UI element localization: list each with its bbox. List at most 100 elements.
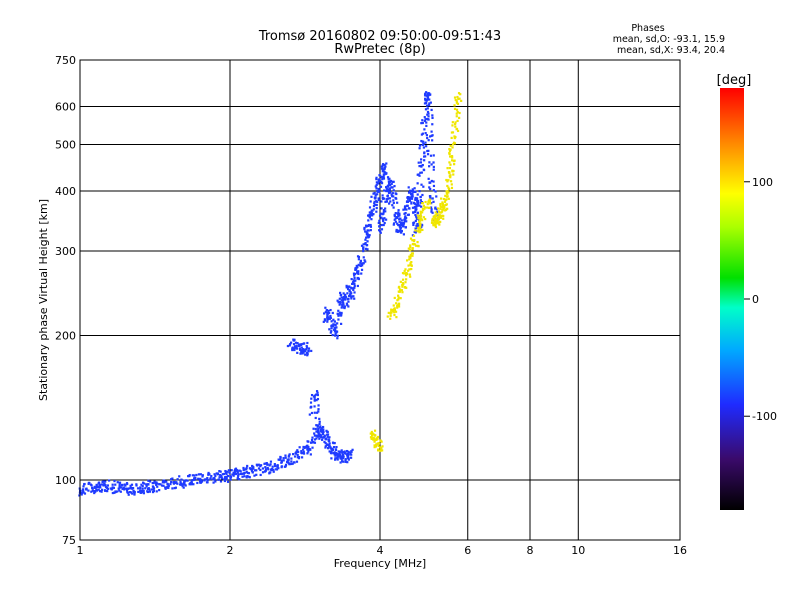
data-point (193, 477, 196, 480)
data-point (435, 208, 439, 211)
data-point (436, 211, 439, 214)
data-point (394, 310, 398, 313)
data-point (455, 100, 458, 103)
data-point (401, 222, 404, 225)
data-point (432, 200, 435, 203)
data-point (445, 203, 448, 206)
data-point (152, 481, 155, 484)
data-point (317, 408, 320, 411)
data-point (377, 187, 380, 191)
data-point (419, 161, 423, 164)
y-tick-label: 75 (62, 534, 76, 547)
data-point (361, 262, 365, 265)
data-point (311, 436, 314, 439)
data-point (456, 110, 459, 114)
data-point (209, 477, 212, 480)
data-point (104, 486, 108, 489)
data-point (317, 428, 320, 431)
data-point (446, 184, 449, 188)
data-point (129, 484, 132, 487)
data-point (398, 288, 402, 291)
data-point (381, 178, 384, 181)
data-point (333, 441, 336, 445)
data-point (287, 454, 291, 457)
data-point (409, 244, 412, 247)
data-point (442, 217, 445, 220)
data-point (333, 326, 336, 329)
data-point (255, 469, 258, 472)
data-point (174, 486, 178, 489)
data-point (318, 417, 321, 421)
data-point (385, 189, 388, 193)
data-point (116, 490, 119, 493)
data-point (285, 460, 289, 464)
data-point (375, 443, 378, 446)
data-point (193, 474, 196, 477)
data-point (392, 195, 395, 198)
data-point (297, 450, 300, 454)
data-point (176, 482, 179, 485)
data-point (378, 225, 381, 228)
data-point (253, 474, 256, 477)
data-point (289, 343, 292, 346)
data-point (390, 311, 393, 314)
data-point (450, 186, 454, 190)
data-point (455, 115, 458, 118)
data-point (290, 460, 293, 463)
data-point (80, 493, 83, 496)
data-point (109, 487, 112, 490)
data-point (190, 483, 193, 486)
data-point (280, 461, 283, 464)
data-point (454, 123, 457, 126)
data-point (438, 223, 441, 226)
colorbar-tick-label: 0 (752, 293, 759, 306)
data-point (323, 435, 326, 438)
data-point (403, 218, 406, 221)
data-point (375, 206, 378, 210)
data-point (111, 487, 114, 490)
data-point (360, 272, 363, 275)
data-point (235, 469, 238, 472)
data-point (412, 221, 415, 225)
data-point (78, 494, 81, 497)
data-point (408, 268, 411, 271)
data-point (380, 228, 384, 231)
data-point (379, 174, 382, 177)
data-point (420, 183, 423, 186)
data-point (326, 313, 329, 316)
data-point (344, 296, 348, 299)
data-point (385, 200, 389, 203)
legend-line-x: mean, sd,X: 93.4, 20.4 (617, 45, 725, 56)
data-point (310, 441, 313, 444)
data-point (408, 191, 411, 194)
data-point (145, 483, 148, 486)
data-point (432, 168, 435, 171)
data-point (293, 338, 296, 341)
data-point (152, 486, 155, 489)
data-point (419, 229, 422, 232)
data-point (448, 152, 451, 155)
data-point (166, 486, 169, 489)
data-point (424, 97, 427, 100)
data-point (347, 285, 350, 288)
data-point (309, 406, 313, 409)
data-point (326, 435, 329, 438)
data-point (416, 193, 419, 196)
data-point (407, 196, 410, 199)
data-point (222, 472, 226, 476)
data-point (418, 164, 421, 168)
data-point (381, 449, 384, 452)
data-point (340, 306, 343, 309)
data-point (422, 216, 425, 219)
data-point (296, 456, 299, 459)
data-point (232, 474, 235, 477)
data-point (290, 462, 293, 466)
data-point (399, 221, 403, 225)
data-point (422, 146, 426, 149)
data-point (373, 437, 376, 440)
data-point (270, 467, 274, 471)
data-point (389, 314, 392, 317)
x-tick-label: 2 (227, 544, 234, 557)
data-point (391, 204, 394, 207)
data-point (346, 288, 350, 291)
